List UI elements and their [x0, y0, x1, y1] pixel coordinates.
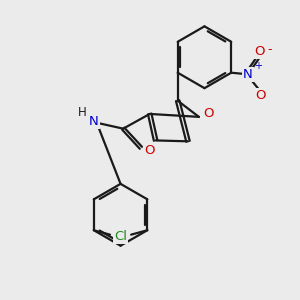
- Text: Cl: Cl: [114, 230, 127, 243]
- Text: N: N: [89, 115, 99, 128]
- Text: O: O: [254, 45, 265, 58]
- Text: O: O: [203, 107, 214, 120]
- Text: +: +: [254, 61, 262, 71]
- Text: O: O: [255, 89, 266, 103]
- Text: O: O: [144, 144, 154, 157]
- Text: Cl: Cl: [114, 230, 127, 243]
- Text: -: -: [268, 43, 272, 56]
- Text: H: H: [78, 106, 86, 119]
- Text: N: N: [243, 68, 253, 81]
